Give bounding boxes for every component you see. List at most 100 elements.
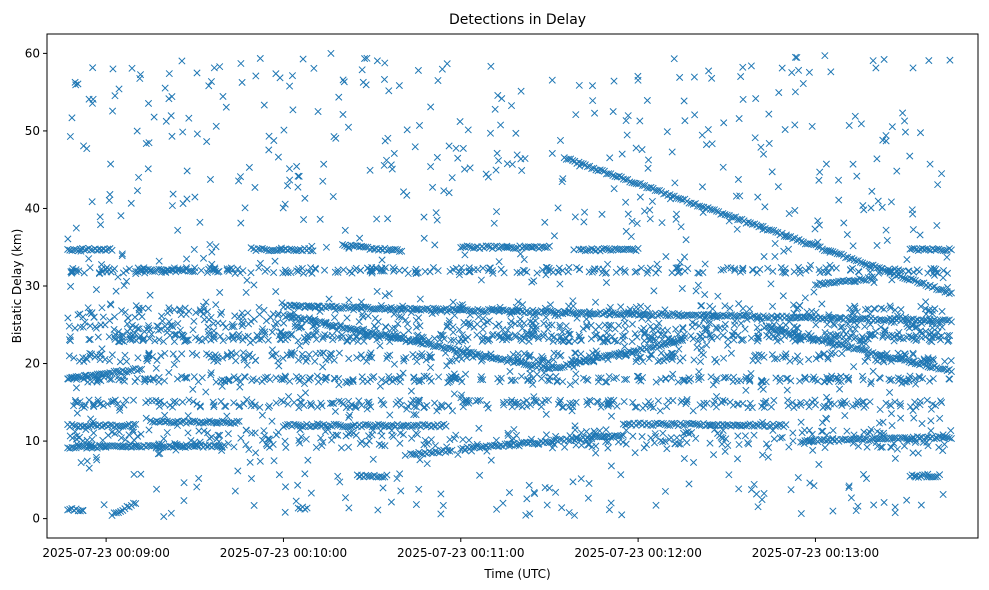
data-point — [431, 342, 439, 351]
data-point — [910, 244, 918, 252]
data-point — [332, 420, 340, 428]
data-point — [396, 439, 404, 447]
data-point — [295, 436, 303, 444]
data-point — [852, 257, 860, 265]
data-point — [880, 432, 888, 440]
data-point — [883, 349, 891, 358]
data-point — [723, 211, 731, 219]
data-point — [339, 241, 347, 249]
data-point — [199, 310, 207, 318]
data-point — [925, 246, 933, 254]
data-point — [886, 302, 894, 310]
data-point — [492, 322, 500, 330]
data-point — [874, 442, 882, 450]
data-point — [134, 432, 142, 440]
data-point — [121, 308, 129, 316]
data-point — [496, 333, 505, 341]
data-point — [733, 421, 741, 429]
x-tick-label: 2025-07-23 00:12:00 — [574, 546, 701, 560]
data-point — [818, 338, 826, 346]
data-point — [157, 266, 165, 274]
data-point — [161, 349, 169, 357]
data-point — [805, 329, 813, 338]
data-point — [927, 427, 935, 435]
data-point — [119, 442, 127, 450]
data-point — [363, 331, 371, 339]
data-point — [607, 246, 615, 254]
data-point — [135, 309, 143, 317]
data-point — [382, 330, 390, 338]
data-point — [220, 417, 228, 426]
data-point — [550, 349, 558, 357]
data-point — [801, 373, 809, 381]
data-point — [923, 245, 931, 253]
data-point — [460, 349, 468, 357]
data-point — [659, 429, 667, 437]
data-point — [912, 337, 920, 345]
data-point — [821, 314, 829, 322]
data-point — [907, 275, 915, 283]
data-point — [357, 304, 365, 312]
data-point — [700, 316, 708, 324]
data-point — [838, 323, 846, 331]
data-point — [287, 310, 295, 319]
data-point — [607, 351, 615, 359]
data-point — [108, 246, 116, 254]
data-point — [321, 373, 330, 382]
data-point — [203, 308, 212, 316]
x-tick-label: 2025-07-23 00:13:00 — [752, 546, 879, 560]
chart-title: Detections in Delay — [449, 12, 586, 28]
data-point — [899, 274, 907, 282]
data-point — [579, 325, 587, 333]
data-point — [772, 228, 780, 236]
data-point — [719, 209, 727, 218]
data-point — [719, 331, 727, 339]
data-point — [369, 426, 377, 434]
data-point — [806, 239, 814, 248]
data-point — [73, 440, 81, 448]
data-point — [112, 367, 120, 375]
data-point — [438, 306, 446, 315]
data-point — [829, 313, 837, 322]
data-point — [363, 357, 371, 365]
data-point — [526, 351, 534, 359]
data-point — [188, 349, 196, 358]
data-point — [730, 321, 739, 329]
data-point — [193, 351, 201, 359]
data-point — [485, 317, 494, 325]
data-point — [176, 266, 184, 274]
data-point — [258, 335, 266, 343]
data-point — [510, 425, 518, 434]
data-point — [324, 332, 332, 340]
data-point — [796, 335, 804, 344]
data-point — [184, 429, 192, 437]
data-point — [519, 301, 527, 309]
data-point — [900, 442, 908, 450]
data-point — [781, 332, 789, 340]
data-point — [758, 317, 766, 325]
data-point — [713, 333, 721, 341]
data-point — [933, 317, 941, 325]
data-point — [652, 378, 660, 386]
data-point — [834, 331, 842, 339]
data-point — [550, 440, 558, 448]
data-point — [222, 323, 230, 331]
data-point — [158, 312, 166, 320]
data-point — [472, 243, 480, 252]
data-point — [590, 358, 598, 366]
data-point — [621, 375, 629, 384]
data-point — [838, 349, 846, 358]
data-point — [706, 439, 714, 447]
data-point — [749, 356, 757, 365]
data-point — [438, 421, 446, 429]
data-point — [912, 437, 920, 445]
data-point — [132, 336, 140, 345]
data-point — [135, 306, 143, 314]
data-point — [848, 254, 856, 262]
data-point — [472, 352, 480, 360]
data-point — [832, 334, 840, 342]
data-point — [707, 333, 715, 341]
data-point — [544, 376, 552, 384]
data-point — [609, 171, 617, 180]
data-point — [719, 426, 727, 434]
